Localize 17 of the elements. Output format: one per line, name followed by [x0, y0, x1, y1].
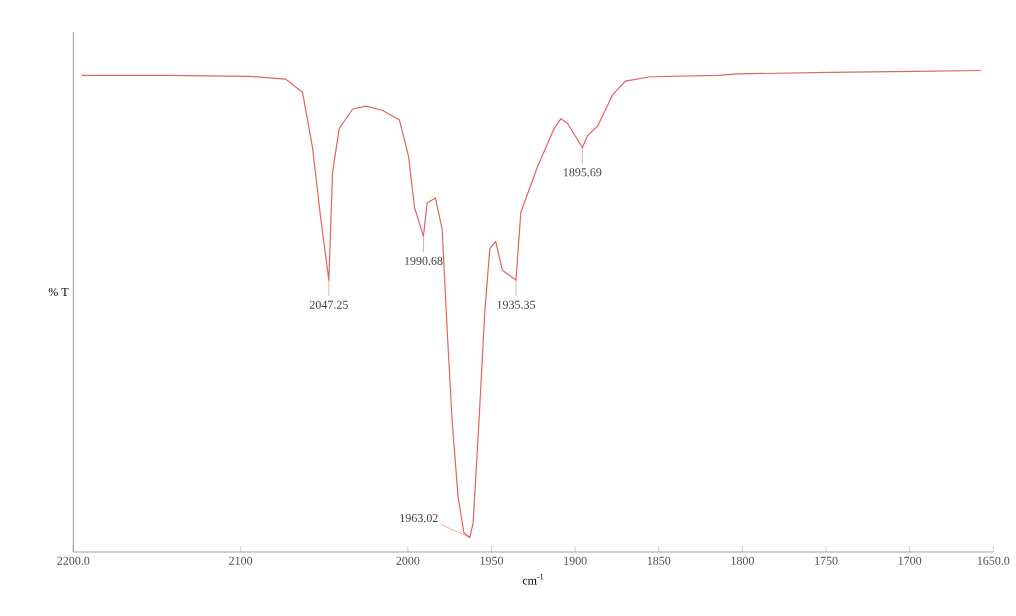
x-tick-label: 1850	[647, 556, 671, 565]
y-axis-title: % T	[48, 287, 69, 297]
annotation: 1990.68	[405, 256, 443, 265]
x-tick-label: 2200.0	[57, 556, 90, 565]
x-tick-label: 1700	[898, 556, 922, 565]
x-tick-label: 1750	[815, 556, 838, 565]
x-tick-label: 1800	[731, 556, 754, 565]
annotation: 2047.25	[309, 300, 348, 309]
x-axis-title: cm$^{-1}$	[522, 573, 544, 585]
x-tick-label: 2000	[396, 556, 420, 565]
x-tick-label: 1950	[480, 556, 504, 565]
annotation: 1935.35	[497, 300, 536, 309]
x-tick-label: 1900	[564, 556, 587, 565]
x-tick-label: 2100	[229, 556, 253, 565]
annotation: 1963.02	[400, 514, 438, 523]
annotation: 1895.69	[563, 168, 602, 177]
x-tick-label: 1650.0	[977, 556, 1010, 565]
